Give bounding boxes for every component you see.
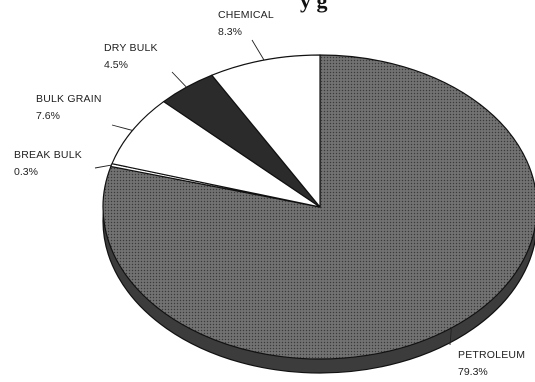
- leader-bulk-grain: [111, 124, 133, 131]
- label-break-bulk: BREAK BULK: [14, 149, 82, 161]
- leader-break-bulk: [94, 164, 112, 169]
- value-bulk-grain: 7.6%: [36, 110, 60, 122]
- pie-slices: [102, 54, 535, 360]
- value-petroleum: 79.3%: [458, 366, 488, 378]
- label-chemical: CHEMICAL: [218, 9, 274, 21]
- leader-lines: [94, 39, 452, 346]
- leader-petroleum: [449, 327, 452, 346]
- slice-bulk-grain: [111, 100, 321, 208]
- label-petroleum: PETROLEUM: [458, 349, 525, 361]
- label-dry-bulk: DRY BULK: [104, 42, 158, 54]
- value-break-bulk: 0.3%: [14, 166, 38, 178]
- leader-chemical: [251, 39, 265, 61]
- slice-labels: PETROLEUM 79.3% BREAK BULK 0.3% BULK GRAIN 7.…: [14, 9, 525, 378]
- value-chemical: 8.3%: [218, 26, 242, 38]
- leader-dry-bulk: [171, 71, 187, 88]
- title-fragment: y g: [300, 0, 328, 13]
- label-bulk-grain: BULK GRAIN: [36, 93, 102, 105]
- value-dry-bulk: 4.5%: [104, 59, 128, 71]
